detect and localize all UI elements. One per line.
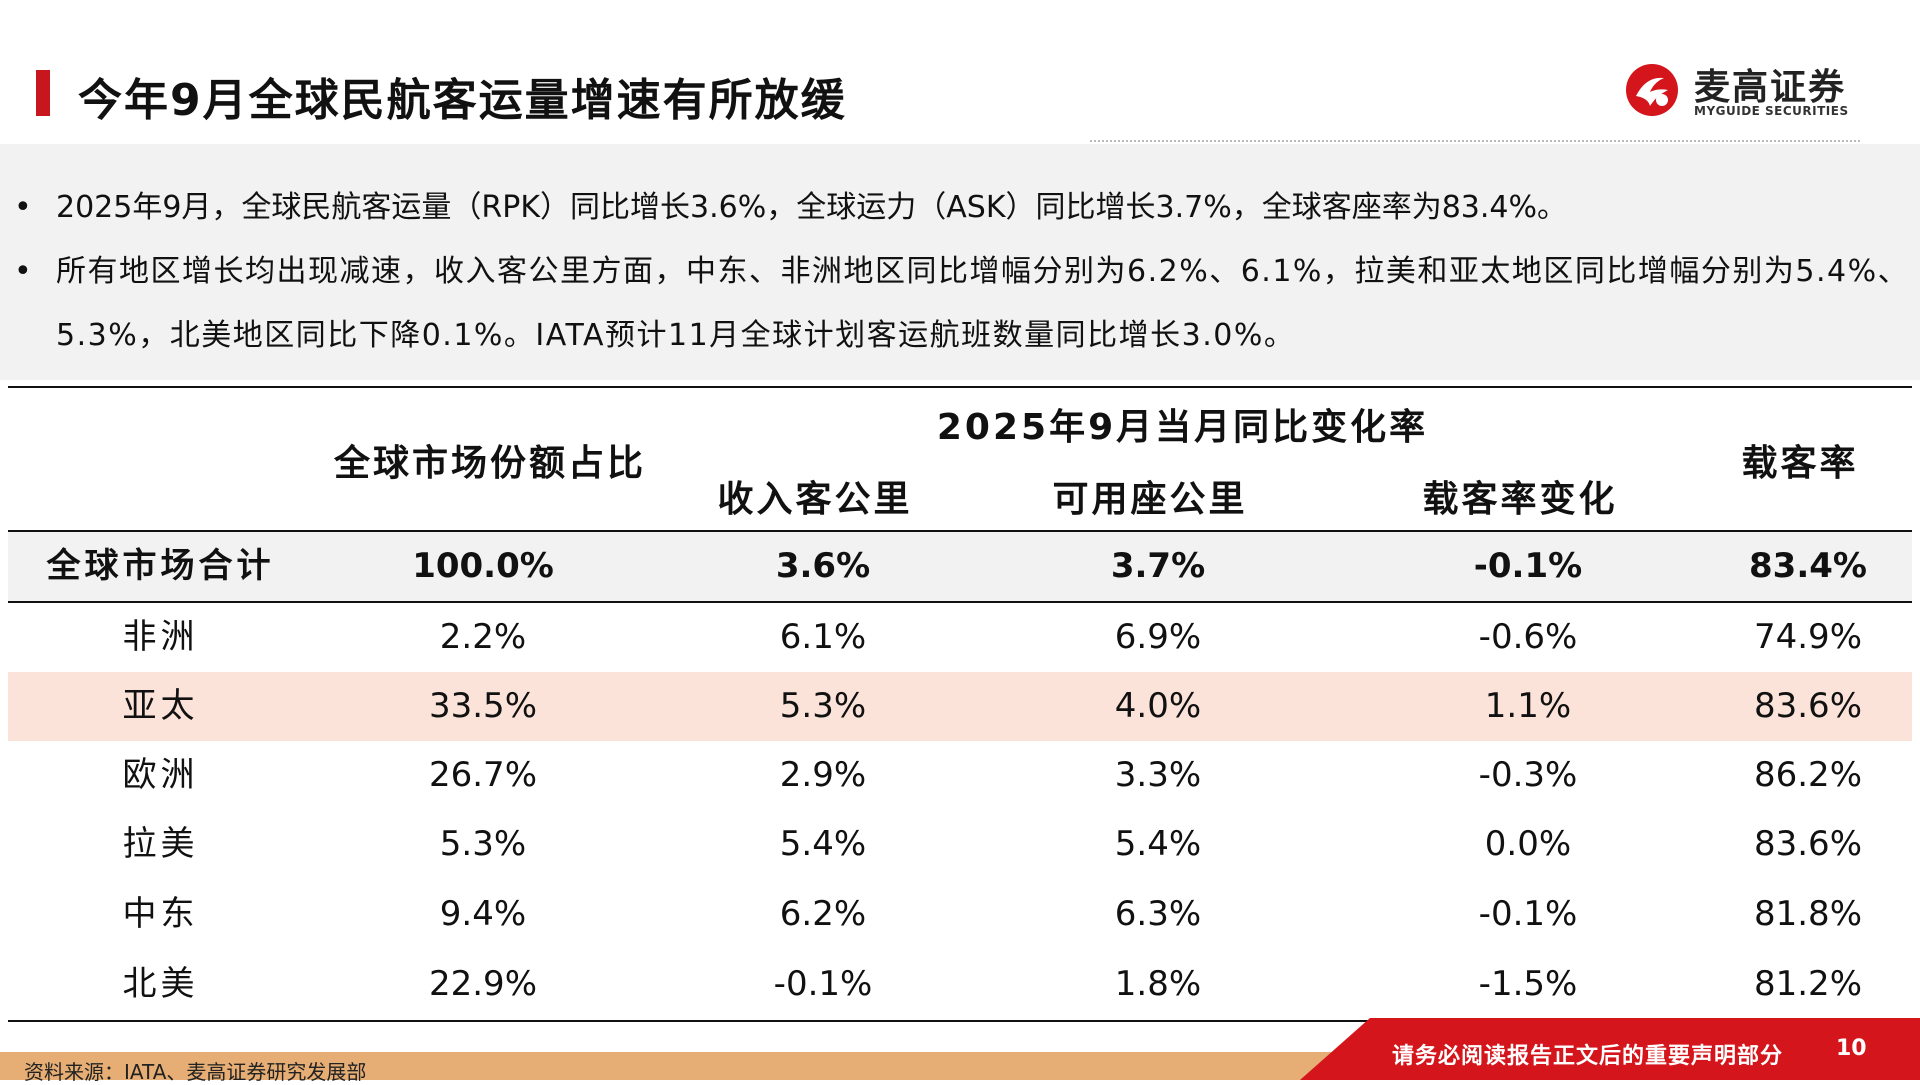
header-group-yoy: 2025年9月当月同比变化率 [936,407,1429,448]
table-row: 欧洲 26.7% 2.9% 3.3% -0.3% 86.2% [8,741,1912,810]
table-row: 中东 9.4% 6.2% 6.3% -0.1% 81.8% [8,880,1912,949]
cell-ask: 3.3% [1114,755,1202,795]
cell-ask: 1.8% [1114,964,1202,1004]
table-row-total: 全球市场合计 100.0% 3.6% 3.7% -0.1% 83.4% [8,530,1912,603]
cell-load-change: 0.0% [1484,824,1572,864]
cell-share: 22.9% [428,964,537,1004]
cell-region: 中东 [122,894,199,934]
bullet-dot: • [14,254,32,289]
cell-load-factor: 86.2% [1753,755,1862,795]
cell-share: 26.7% [428,755,537,795]
cell-region: 全球市场合计 [46,546,275,586]
summary-bullet: • 所有地区增长均出现减速，收入客公里方面，中东、非洲地区同比增幅分别为6.2%… [14,240,1914,370]
cell-load-factor: 83.6% [1753,824,1862,864]
header-rpk: 收入客公里 [717,479,913,520]
bullet-text: 2025年9月，全球民航客运量（RPK）同比增长3.6%，全球运力（ASK）同比… [56,190,1568,225]
cell-load-factor: 83.6% [1753,686,1862,726]
cell-load-factor: 74.9% [1753,617,1862,657]
bullet-dot: • [14,190,32,225]
table-top-rule [8,386,1912,388]
cell-rpk: 5.3% [779,686,867,726]
summary-bullet: • 2025年9月，全球民航客运量（RPK）同比增长3.6%，全球运力（ASK）… [14,176,1914,240]
cell-load-change: -0.3% [1478,755,1578,795]
cell-load-change: 1.1% [1484,686,1572,726]
cell-region: 亚太 [122,686,199,726]
table-row: 拉美 5.3% 5.4% 5.4% 0.0% 83.6% [8,810,1912,879]
header-market-share: 全球市场份额占比 [333,443,646,484]
page-number: 10 [1836,1036,1867,1061]
page-title: 今年9月全球民航客运量增速有所放缓 [78,75,847,126]
cell-rpk: 3.6% [775,546,871,586]
myguide-logo-icon [1626,64,1678,116]
company-logo: 麦高证券 MYGUIDE SECURITIES [1624,58,1864,126]
cell-ask: 6.3% [1114,894,1202,934]
logo-english-name: MYGUIDE SECURITIES [1694,104,1849,118]
cell-share: 33.5% [428,686,537,726]
cell-rpk: 2.9% [779,755,867,795]
cell-region: 欧洲 [122,755,199,795]
table-row: 非洲 2.2% 6.1% 6.9% -0.6% 74.9% [8,603,1912,672]
cell-ask: 4.0% [1114,686,1202,726]
logo-chinese-name: 麦高证券 [1694,67,1847,108]
cell-share: 100.0% [412,546,554,586]
cell-load-change: -0.1% [1473,546,1583,586]
cell-rpk: 6.2% [779,894,867,934]
cell-load-factor: 81.2% [1753,964,1862,1004]
title-accent-bar [36,70,50,116]
cell-ask: 3.7% [1110,546,1206,586]
header-load-factor: 载客率 [1741,443,1859,484]
cell-rpk: -0.1% [773,964,873,1004]
footer-notice-banner [1300,1018,1920,1080]
footer-source: 资料来源：IATA、麦高证券研究发展部 [24,1060,367,1084]
cell-ask: 5.4% [1114,824,1202,864]
cell-load-factor: 83.4% [1749,546,1867,586]
cell-rpk: 6.1% [779,617,867,657]
cell-ask: 6.9% [1114,617,1202,657]
cell-share: 9.4% [439,894,527,934]
cell-share: 2.2% [439,617,527,657]
footer-notice: 请务必阅读报告正文后的重要声明部分 [1392,1044,1784,1069]
bullet-text: 所有地区增长均出现减速，收入客公里方面，中东、非洲地区同比增幅分别为6.2%、6… [56,254,1910,353]
cell-load-factor: 81.8% [1753,894,1862,934]
header-load-change: 载客率变化 [1422,479,1618,520]
cell-region: 非洲 [122,617,199,657]
table-row: 北美 22.9% -0.1% 1.8% -1.5% 81.2% [8,950,1912,1019]
summary-panel [0,144,1920,380]
table-row-highlighted: 亚太 33.5% 5.3% 4.0% 1.1% 83.6% [8,672,1912,741]
header-ask: 可用座公里 [1052,479,1248,520]
cell-load-change: -0.6% [1478,617,1578,657]
table-bottom-rule [8,1020,1912,1022]
cell-load-change: -0.1% [1478,894,1578,934]
cell-region: 北美 [122,964,199,1004]
cell-region: 拉美 [122,824,199,864]
cell-share: 5.3% [439,824,527,864]
cell-load-change: -1.5% [1478,964,1578,1004]
cell-rpk: 5.4% [779,824,867,864]
header-divider [1090,140,1860,142]
